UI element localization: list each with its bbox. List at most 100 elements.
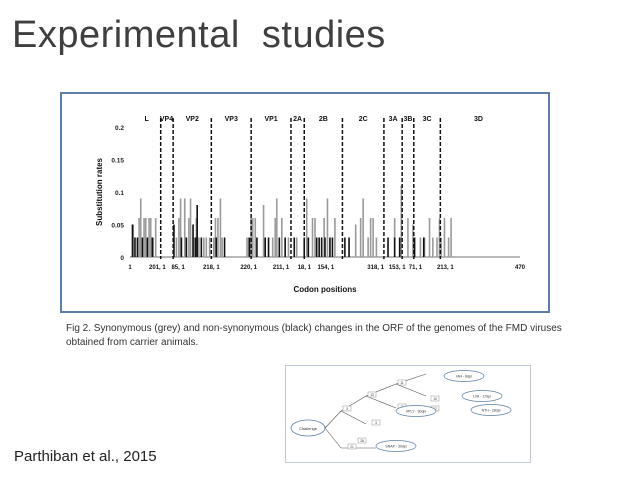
non-synonymous-bar <box>284 237 286 257</box>
region-label: VP3 <box>225 116 238 123</box>
non-synonymous-bar <box>318 237 320 257</box>
synonymous-bar <box>432 237 434 257</box>
synonymous-bar <box>367 237 369 257</box>
synonymous-bar <box>144 218 147 257</box>
synonymous-bar <box>178 218 180 257</box>
synonymous-bar <box>274 218 276 257</box>
branch-label-box <box>430 395 440 402</box>
synonymous-bar <box>311 218 314 257</box>
region-label: 2C <box>359 116 368 123</box>
non-synonymous-bar <box>185 237 188 257</box>
synonymous-bar <box>369 218 372 257</box>
synonymous-bar <box>217 218 219 257</box>
non-synonymous-bar <box>293 237 296 257</box>
tree-branch <box>365 395 397 409</box>
non-synonymous-bar <box>307 237 310 257</box>
non-synonymous-bar <box>223 237 226 257</box>
synonymous-bar <box>149 218 152 257</box>
branch-label-box <box>357 437 367 444</box>
synonymous-bar <box>354 224 357 257</box>
non-synonymous-bar <box>331 237 334 257</box>
leaf-label: VPLY - 30dpi <box>406 410 427 414</box>
synonymous-bar <box>262 205 265 257</box>
substitution-rate-chart: 0 0.05 0.1 0.15 0.2 Substitution rates Codon p… <box>95 116 526 294</box>
region-label: 3D <box>474 116 483 123</box>
synonymous-bar <box>362 198 364 257</box>
non-synonymous-bar <box>151 237 154 257</box>
non-synonymous-bar <box>215 237 218 257</box>
position-label: 218, 1 <box>203 265 220 271</box>
non-synonymous-bar <box>398 237 401 257</box>
synonymous-bar <box>295 237 298 257</box>
branch-label: 28 <box>360 439 364 443</box>
tree-branch <box>395 383 427 397</box>
branch-label: 21 <box>350 445 354 449</box>
non-synonymous-bar <box>131 224 134 257</box>
synonymous-bar <box>247 237 250 257</box>
synonymous-bar <box>250 218 252 257</box>
branch-label: 13 <box>370 393 374 397</box>
position-label: 213, 1 <box>437 265 454 271</box>
y-tick-label: 0.1 <box>115 190 124 197</box>
chart-bars <box>131 185 452 257</box>
non-synonymous-bar <box>180 237 183 257</box>
synonymous-bar <box>412 224 414 257</box>
non-synonymous-bar <box>256 237 258 257</box>
synonymous-bar <box>214 218 217 257</box>
position-label: 18, 1 <box>298 265 312 271</box>
synonymous-bar <box>152 237 155 257</box>
position-label: 153, 1 <box>389 265 406 271</box>
branch-label-box <box>342 405 352 412</box>
leaf-label: LVA - 17dpi <box>473 395 491 399</box>
leaf-node <box>461 390 503 402</box>
tree-branch <box>340 410 367 425</box>
synonymous-bar <box>423 237 426 257</box>
leaf-node <box>375 440 417 452</box>
synonymous-bar <box>305 198 308 257</box>
non-synonymous-bar <box>344 237 346 257</box>
synonymous-bar <box>138 218 140 257</box>
branch-label-box <box>397 379 407 386</box>
region-label: VP1 <box>264 116 277 123</box>
synonymous-bar <box>203 237 205 257</box>
synonymous-bar <box>195 218 198 257</box>
synonymous-bar <box>334 218 336 257</box>
synonymous-bar <box>326 198 329 257</box>
leaf-label: NTH - 28dpi <box>482 409 501 413</box>
synonymous-bar <box>400 185 403 257</box>
synonymous-bar <box>183 198 186 257</box>
synonymous-bar <box>212 237 215 257</box>
tree-branch <box>324 410 342 429</box>
non-synonymous-bar <box>146 237 149 257</box>
branch-label: 10 <box>433 397 437 401</box>
non-synonymous-bar <box>196 205 198 257</box>
synonymous-bar <box>314 218 316 257</box>
synonymous-bar <box>447 237 450 257</box>
non-synonymous-bar <box>422 237 425 257</box>
non-synonymous-bar <box>315 237 318 257</box>
branch-label: 3 <box>375 421 377 425</box>
citation: Parthiban et al., 2015 <box>14 448 157 465</box>
y-tick-label: 0.15 <box>111 158 124 165</box>
region-dividers <box>159 118 442 259</box>
synonymous-bar <box>443 218 446 257</box>
synonymous-bar <box>440 237 442 257</box>
synonymous-bar <box>359 218 362 257</box>
synonymous-bar <box>271 237 274 257</box>
leaf-node <box>470 404 512 416</box>
synonymous-bar <box>208 237 211 257</box>
synonymous-bar <box>221 237 223 257</box>
leaf-label: IAH - 8dpi <box>456 375 472 379</box>
synonymous-bar <box>251 218 254 257</box>
non-synonymous-bar <box>413 237 416 257</box>
root-label: Challenge <box>299 426 318 431</box>
synonymous-bar <box>139 198 142 257</box>
tree-branch <box>324 427 342 449</box>
non-synonymous-bar <box>278 237 281 257</box>
synonymous-bar <box>175 237 178 257</box>
y-tick-label: 0.05 <box>111 223 124 230</box>
synonymous-bar <box>179 198 182 257</box>
region-label: L <box>144 116 149 123</box>
position-label: 154, 1 <box>317 265 334 271</box>
